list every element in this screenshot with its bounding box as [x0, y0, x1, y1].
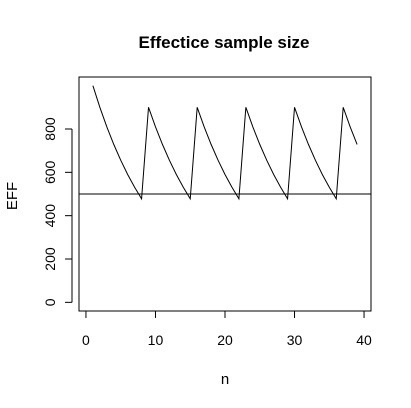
data-point — [336, 198, 337, 199]
x-tick-label: 0 — [82, 332, 90, 348]
data-point — [266, 160, 267, 161]
data-point — [106, 126, 107, 127]
data-point — [273, 174, 274, 175]
data-point — [259, 144, 260, 145]
x-axis: 0 10 20 30 40 — [82, 310, 372, 348]
data-point — [127, 174, 128, 175]
data-point — [99, 107, 100, 108]
data-point — [280, 187, 281, 188]
data-point — [120, 160, 121, 161]
data-point — [245, 107, 246, 108]
series-line — [92, 85, 358, 201]
data-point — [92, 85, 93, 86]
x-axis-label: n — [221, 371, 229, 388]
data-point — [176, 174, 177, 175]
data-point — [329, 187, 330, 188]
data-point — [357, 144, 358, 145]
data-point — [224, 174, 225, 175]
data-point — [113, 144, 114, 145]
data-point — [343, 107, 344, 108]
y-tick-label: 0 — [42, 298, 58, 306]
data-point — [155, 126, 156, 127]
x-tick-label: 40 — [356, 332, 372, 348]
data-point — [162, 144, 163, 145]
data-point — [204, 126, 205, 127]
y-tick-label: 600 — [42, 160, 58, 184]
data-point — [148, 107, 149, 108]
data-point — [315, 160, 316, 161]
data-point — [238, 198, 239, 199]
data-point — [294, 107, 295, 108]
data-point — [252, 126, 253, 127]
data-point — [217, 160, 218, 161]
data-point — [190, 198, 191, 199]
chart-title: Effectice sample size — [138, 33, 309, 52]
y-tick-label: 200 — [42, 247, 58, 271]
data-point — [322, 174, 323, 175]
y-tick-label: 800 — [42, 117, 58, 141]
y-tick-label: 400 — [42, 204, 58, 228]
data-point — [301, 126, 302, 127]
x-tick-label: 30 — [287, 332, 303, 348]
data-point — [231, 187, 232, 188]
data-point — [134, 187, 135, 188]
data-point — [287, 198, 288, 199]
data-point — [211, 144, 212, 145]
x-tick-label: 20 — [217, 332, 233, 348]
data-point — [169, 160, 170, 161]
data-point — [141, 198, 142, 199]
data-point — [308, 144, 309, 145]
y-axis-label: EFF — [4, 182, 21, 210]
y-axis: 0 200 400 600 800 — [42, 117, 73, 306]
data-point — [350, 126, 351, 127]
data-point — [183, 187, 184, 188]
x-tick-label: 10 — [148, 332, 164, 348]
data-point — [197, 107, 198, 108]
